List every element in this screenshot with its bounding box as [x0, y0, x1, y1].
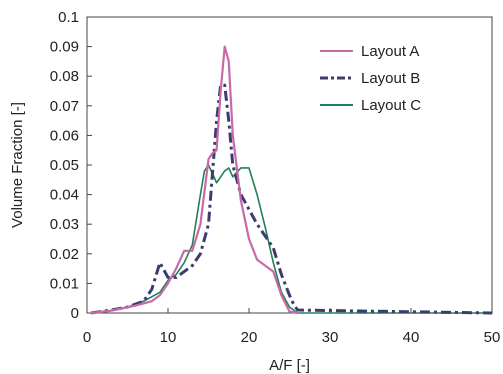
y-tick-label: 0.01	[50, 275, 79, 292]
y-tick-label: 0.09	[50, 39, 79, 56]
x-tick-label: 50	[484, 329, 501, 346]
legend-label: Layout C	[361, 97, 421, 114]
x-tick-label: 10	[160, 329, 177, 346]
y-tick-label: 0.02	[50, 246, 79, 263]
y-tick-label: 0.08	[50, 68, 79, 85]
y-tick-label: 0.06	[50, 127, 79, 144]
y-tick-label: 0	[71, 305, 79, 322]
y-axis: 0 0.01 0.02 0.03 0.04 0.05 0.06 0.07 0.08 0.09 0.1	[50, 9, 92, 322]
x-tick-label: 30	[322, 329, 339, 346]
legend-label: Layout A	[361, 43, 419, 60]
series-line-layout-c	[90, 164, 493, 314]
series-line-layout-b	[90, 83, 493, 315]
series-layer	[89, 45, 493, 315]
plot-border	[86, 16, 493, 314]
x-tick-label: 20	[241, 329, 258, 346]
x-axis: 0 10 20 30 40 50	[83, 308, 501, 346]
x-axis-title: A/F [-]	[269, 357, 310, 374]
series-line-layout-a	[89, 45, 299, 315]
y-tick-label: 0.03	[50, 216, 79, 233]
legend: Layout A Layout B Layout C	[320, 43, 421, 114]
plot-area	[86, 16, 493, 314]
y-tick-label: 0.07	[50, 98, 79, 115]
y-tick-label: 0.05	[50, 157, 79, 174]
y-tick-label: 0.04	[50, 187, 79, 204]
legend-label: Layout B	[361, 70, 420, 87]
x-tick-label: 0	[83, 329, 91, 346]
y-tick-label: 0.1	[58, 9, 79, 26]
y-axis-title: Volume Fraction [-]	[9, 102, 26, 228]
x-tick-label: 40	[403, 329, 420, 346]
